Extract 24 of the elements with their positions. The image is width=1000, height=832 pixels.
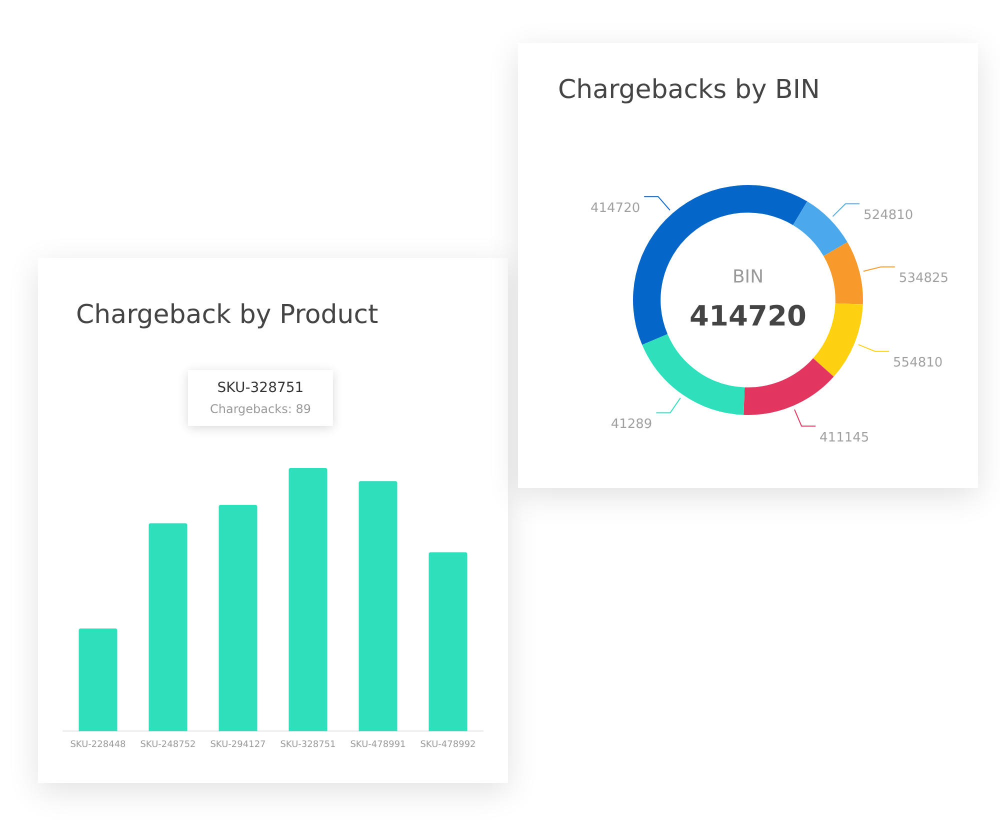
- x-tick-label: SKU-248752: [140, 740, 196, 750]
- x-tick-label: SKU-328751: [280, 740, 336, 750]
- text: 414720: [690, 299, 806, 332]
- x-tick-label: SKU-478992: [420, 740, 476, 750]
- chart-title: Chargeback by Product: [76, 300, 378, 330]
- slice-label: 414720: [590, 200, 640, 216]
- x-tick-label: SKU-478991: [350, 740, 406, 750]
- chart-title: Chargebacks by BIN: [558, 75, 820, 105]
- bar: [78, 628, 118, 732]
- x-tick-label: SKU-294127: [210, 740, 266, 750]
- x-tick-label: SKU-228448: [70, 740, 126, 750]
- text: BIN: [732, 266, 764, 288]
- text: Chargebacks: 89: [210, 402, 311, 416]
- slice-label: 554810: [893, 356, 943, 371]
- bar: [358, 481, 398, 732]
- slice-label: 524810: [864, 208, 914, 224]
- bar: [148, 523, 188, 732]
- slice-label: 411145: [820, 430, 870, 446]
- bar: [288, 468, 328, 732]
- slice-label: 41289: [610, 417, 652, 432]
- bar: [428, 552, 468, 732]
- slice-label: 534825: [898, 271, 949, 286]
- text: SKU-328751: [216, 380, 305, 396]
- bar: [218, 504, 258, 732]
